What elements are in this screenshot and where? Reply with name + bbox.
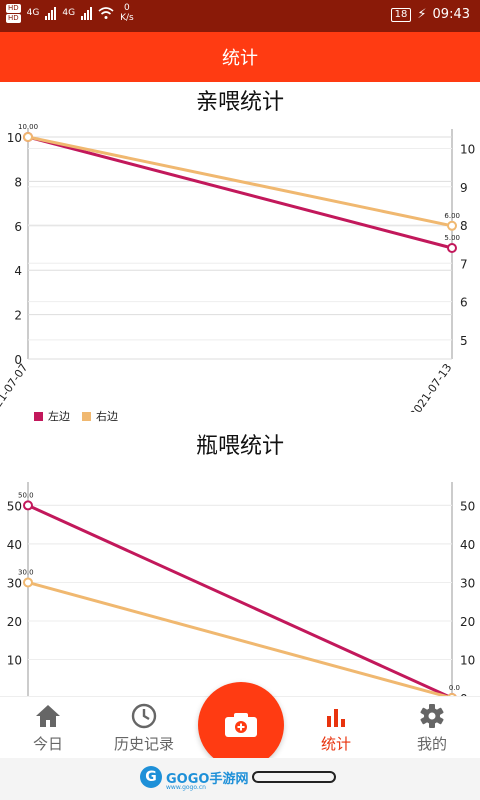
data-label: 6.00	[444, 212, 460, 220]
y-tick-left: 0	[14, 353, 22, 367]
bottle-chart: 10203040500102030405050.00.030.0	[7, 482, 475, 696]
data-point	[23, 132, 33, 142]
data-point	[447, 243, 457, 253]
data-label: 10.00	[18, 123, 38, 131]
network-type-2: 4G	[62, 8, 76, 18]
nav-label-history: 历史记录	[113, 734, 174, 753]
x-tick: 2021-07-07	[0, 361, 30, 412]
y-tick-right: 20	[460, 615, 475, 629]
data-label: 30.0	[18, 568, 34, 576]
y-tick-right: 10	[460, 653, 475, 667]
footer-watermark: G GOGO手游网 www.gogo.cn	[0, 758, 480, 800]
x-tick: 2021-07-13	[407, 361, 454, 412]
nav-item-mine[interactable]: 我的	[384, 697, 480, 759]
charging-icon: ⚡	[417, 7, 427, 22]
logo-mark-icon: G	[140, 766, 162, 788]
data-point	[447, 693, 457, 696]
clock-time: 09:43	[432, 7, 470, 22]
y-tick-right: 30	[460, 576, 475, 590]
series-line-1	[27, 135, 453, 228]
y-tick-right: 6	[460, 296, 468, 310]
breastfeed-chart: 0 2 4 6 8 10 5 6 7 8 9 10 5.00 10.00 6.00 2021-07-07 202…	[0, 123, 475, 412]
y-tick-left: 4	[14, 264, 22, 278]
nav-item-stats[interactable]: 统计	[288, 697, 384, 759]
home-icon	[36, 704, 60, 727]
y-tick-right: 40	[460, 538, 475, 552]
signal-icon	[45, 6, 57, 20]
wifi-icon	[98, 7, 114, 19]
y-tick-right: 50	[460, 499, 475, 513]
title-bar: 统计	[0, 32, 480, 82]
chart-legend: 左边 右边	[34, 408, 118, 424]
clock-icon	[131, 703, 157, 728]
data-point	[447, 220, 457, 231]
stats-content[interactable]: 亲喂统计 0 2 4 6 8 10 5 6 7 8 9 10 5.00 10.00 6.00 2021-07-…	[0, 82, 480, 696]
data-point	[23, 577, 33, 588]
series-line-1	[27, 580, 451, 696]
y-tick-left: 20	[7, 615, 22, 629]
data-label: 50.0	[18, 491, 34, 499]
legend-swatch-left	[34, 411, 43, 421]
y-tick-left: 10	[7, 653, 22, 667]
status-left: HD HD 4G 4G 0 K/s	[6, 3, 134, 23]
logo-bar	[252, 771, 337, 783]
logo-text: GOGO手游网	[166, 771, 249, 787]
hd-icon: HD HD	[6, 3, 21, 23]
legend-label-right: 右边	[96, 410, 118, 423]
bar-chart-icon	[327, 708, 345, 727]
data-point	[23, 500, 33, 511]
y-tick-left: 10	[7, 131, 22, 145]
y-tick-left: 50	[7, 499, 22, 513]
page-title: 统计	[222, 48, 258, 69]
series-line-0	[27, 504, 452, 696]
y-tick-right: 5	[460, 334, 468, 348]
y-tick-right: 8	[460, 219, 468, 233]
camera-button[interactable]	[198, 682, 284, 768]
chart-title-bottle: 瓶喂统计	[195, 434, 284, 459]
y-tick-right: 7	[460, 257, 468, 271]
gear-icon	[420, 703, 444, 728]
legend-item-right: 右边	[82, 408, 118, 424]
legend-swatch-right	[82, 411, 91, 421]
legend-label-left: 左边	[48, 410, 70, 423]
signal-icon-2	[81, 6, 93, 20]
y-tick-right: 9	[460, 181, 468, 195]
status-bar: HD HD 4G 4G 0 K/s 18 ⚡ 09:43	[0, 0, 480, 32]
data-label: 5.00	[444, 234, 460, 242]
nav-item-today[interactable]: 今日	[0, 697, 96, 759]
y-tick-left: 2	[14, 309, 22, 323]
nav-label-today: 今日	[32, 734, 63, 753]
network-type: 4G	[26, 8, 40, 18]
data-label: 0.0	[449, 684, 460, 692]
y-tick-left: 6	[14, 220, 22, 234]
y-tick-left: 8	[14, 175, 22, 189]
legend-item-left: 左边	[34, 408, 70, 424]
series-line-0	[27, 135, 453, 250]
y-tick-left: 30	[7, 576, 22, 590]
site-logo: G GOGO手游网 www.gogo.cn	[140, 766, 337, 791]
battery-icon: 18	[390, 7, 412, 22]
chart-title-breastfeed: 亲喂统计	[195, 90, 284, 115]
net-speed: 0 K/s	[120, 3, 134, 23]
y-tick-left: 40	[7, 538, 22, 552]
nav-item-history[interactable]: 历史记录	[96, 697, 192, 759]
status-right: 18 ⚡ 09:43	[390, 7, 470, 22]
nav-label-mine: 我的	[416, 734, 447, 753]
y-tick-right: 10	[460, 142, 475, 156]
y-tick-right: 0	[460, 692, 468, 696]
nav-label-stats: 统计	[320, 734, 351, 753]
logo-subtext: www.gogo.cn	[166, 784, 206, 791]
camera-icon	[225, 713, 257, 737]
